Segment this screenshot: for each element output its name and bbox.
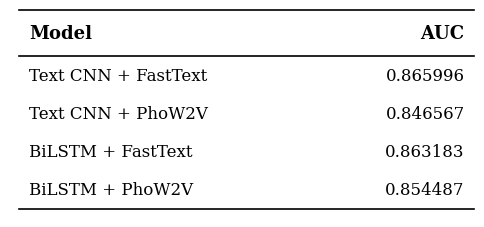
Text: Text CNN + FastText: Text CNN + FastText <box>29 67 207 84</box>
Text: 0.854487: 0.854487 <box>385 181 465 198</box>
Text: Text CNN + PhoW2V: Text CNN + PhoW2V <box>29 105 208 122</box>
Text: 0.846567: 0.846567 <box>385 105 465 122</box>
Text: 0.865996: 0.865996 <box>386 67 465 84</box>
Text: 0.863183: 0.863183 <box>385 143 465 160</box>
Text: BiLSTM + FastText: BiLSTM + FastText <box>29 143 193 160</box>
Text: AUC: AUC <box>421 25 465 43</box>
Text: Model: Model <box>29 25 92 43</box>
Text: BiLSTM + PhoW2V: BiLSTM + PhoW2V <box>29 181 193 198</box>
